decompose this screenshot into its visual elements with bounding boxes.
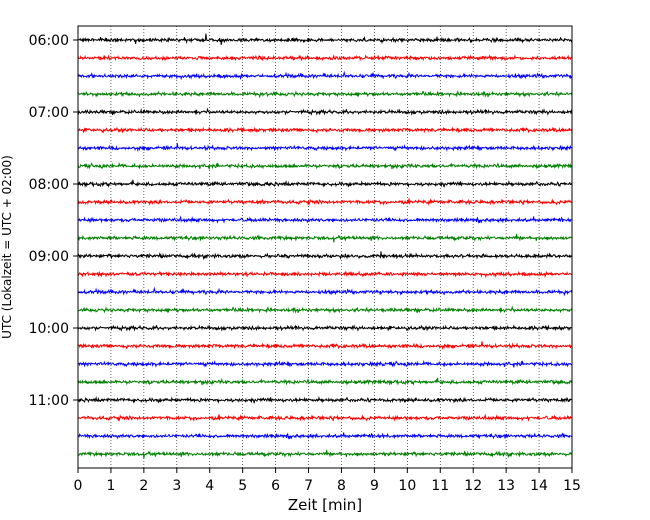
x-tick-label: 15 xyxy=(563,478,581,494)
x-tick-label: 10 xyxy=(398,478,416,494)
y-axis-ticks: 06:00 07:00 08:00 09:00 10:00 11:00 xyxy=(29,33,78,409)
x-axis-label: Zeit [min] xyxy=(288,496,362,514)
trace-1045 xyxy=(77,377,573,386)
trace-group xyxy=(77,33,573,459)
x-tick-label: 11 xyxy=(431,478,449,494)
y-tick-label: 10:00 xyxy=(29,321,69,337)
x-tick-label: 5 xyxy=(238,478,247,494)
trace-0630 xyxy=(77,70,573,81)
y-tick-label: 09:00 xyxy=(29,249,69,265)
y-tick-label: 08:00 xyxy=(29,177,69,193)
x-tick-label: 7 xyxy=(304,478,313,494)
y-tick-label: 06:00 xyxy=(29,33,69,49)
x-tick-label: 12 xyxy=(464,478,482,494)
x-axis-ticks: 0 1 2 3 4 5 6 7 8 9 10 11 12 13 14 15 xyxy=(74,468,581,494)
x-tick-label: 6 xyxy=(271,478,280,494)
trace-0815 xyxy=(77,198,573,207)
trace-0645 xyxy=(77,89,573,99)
y-axis-label: UTC (Lokalzeit = UTC + 02:00) xyxy=(0,155,14,339)
x-tick-label: 9 xyxy=(370,478,379,494)
trace-0745 xyxy=(77,161,573,170)
trace-1030 xyxy=(77,359,573,368)
trace-0730 xyxy=(77,143,573,153)
x-tick-label: 1 xyxy=(106,478,115,494)
x-tick-label: 0 xyxy=(74,478,83,494)
trace-1115 xyxy=(77,413,573,423)
trace-0700 xyxy=(77,107,573,116)
trace-0930 xyxy=(77,286,573,297)
trace-0915 xyxy=(77,270,573,279)
x-tick-label: 3 xyxy=(172,478,181,494)
x-tick-label: 8 xyxy=(337,478,346,494)
trace-0845 xyxy=(77,233,573,243)
trace-1100 xyxy=(77,395,573,404)
x-tick-label: 4 xyxy=(205,478,214,494)
x-tick-label: 14 xyxy=(530,478,548,494)
plot-frame xyxy=(77,25,573,469)
trace-1145 xyxy=(77,449,573,459)
trace-1015 xyxy=(77,341,573,351)
trace-0800 xyxy=(77,179,573,188)
trace-1130 xyxy=(77,432,573,440)
y-tick-label: 11:00 xyxy=(29,393,69,409)
trace-0615 xyxy=(77,54,573,62)
trace-0945 xyxy=(77,305,573,314)
x-tick-label: 2 xyxy=(139,478,148,494)
trace-1000 xyxy=(77,324,573,332)
trace-0900 xyxy=(77,251,573,261)
trace-0600 xyxy=(77,33,573,46)
x-tick-label: 13 xyxy=(497,478,515,494)
trace-0715 xyxy=(77,126,573,134)
y-tick-label: 07:00 xyxy=(29,105,69,121)
trace-0830 xyxy=(77,215,573,224)
